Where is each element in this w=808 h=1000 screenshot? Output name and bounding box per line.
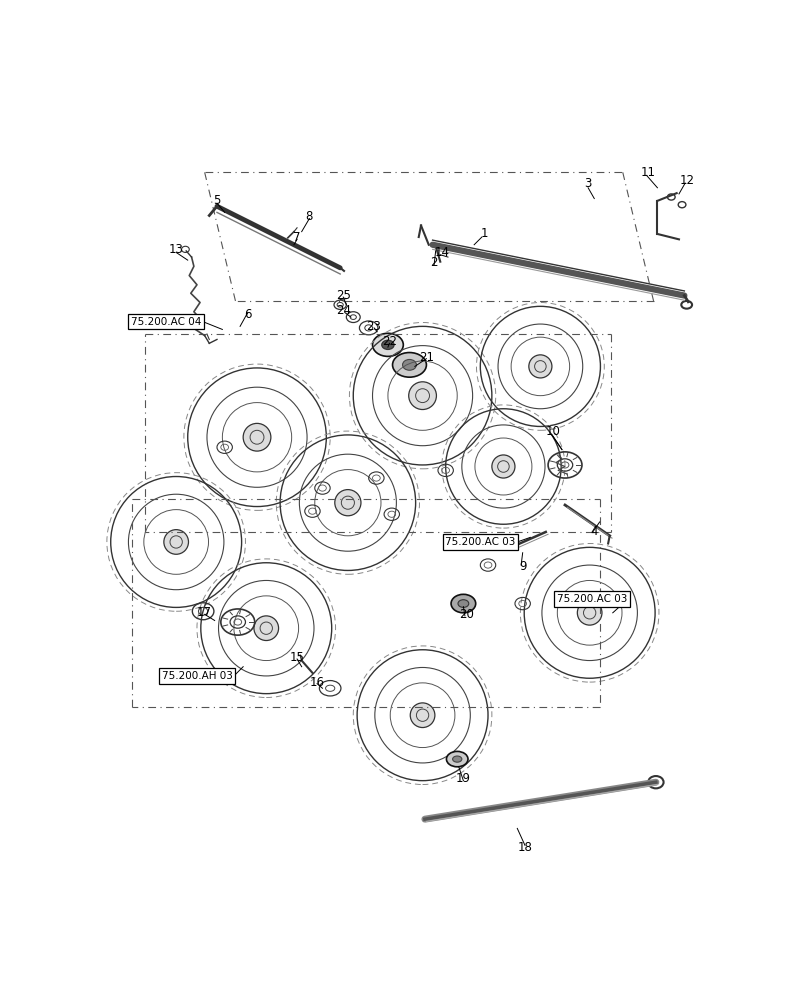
Text: 23: 23 [367, 320, 381, 333]
Text: 12: 12 [680, 174, 694, 187]
Text: 9: 9 [519, 560, 527, 573]
Ellipse shape [452, 756, 462, 762]
Ellipse shape [528, 355, 552, 378]
Text: 15: 15 [289, 651, 305, 664]
Ellipse shape [243, 423, 271, 451]
Text: 1: 1 [481, 227, 488, 240]
Text: 5: 5 [213, 194, 221, 207]
Ellipse shape [410, 703, 435, 728]
Ellipse shape [447, 751, 468, 767]
Text: 75.200.AC 03: 75.200.AC 03 [445, 537, 516, 547]
Text: 25: 25 [336, 289, 351, 302]
Text: 4: 4 [591, 525, 598, 538]
Text: 6: 6 [244, 308, 251, 321]
Text: 17: 17 [197, 606, 213, 619]
Text: 24: 24 [336, 304, 351, 317]
Ellipse shape [335, 490, 361, 516]
Ellipse shape [578, 600, 602, 625]
Ellipse shape [492, 455, 515, 478]
Text: 75.200.AH 03: 75.200.AH 03 [162, 671, 233, 681]
Ellipse shape [164, 530, 188, 554]
Text: 3: 3 [584, 177, 591, 190]
Text: 22: 22 [382, 335, 397, 348]
Ellipse shape [254, 616, 279, 641]
Text: 19: 19 [456, 772, 471, 785]
Text: 10: 10 [545, 425, 560, 438]
Ellipse shape [451, 594, 476, 613]
Text: 13: 13 [169, 243, 183, 256]
Text: 75.200.AC 03: 75.200.AC 03 [557, 594, 627, 604]
Ellipse shape [402, 359, 416, 370]
Text: 8: 8 [305, 210, 313, 223]
Text: 16: 16 [309, 676, 325, 689]
Text: 21: 21 [419, 351, 434, 364]
Text: 14: 14 [435, 246, 449, 259]
Ellipse shape [393, 353, 427, 377]
Text: 7: 7 [293, 231, 301, 244]
Ellipse shape [381, 340, 394, 349]
Text: 18: 18 [518, 841, 532, 854]
Text: 75.200.AC 04: 75.200.AC 04 [131, 317, 201, 327]
Ellipse shape [372, 333, 403, 356]
Text: 2: 2 [431, 256, 438, 269]
Text: 11: 11 [641, 166, 655, 179]
Ellipse shape [458, 600, 469, 607]
Ellipse shape [409, 382, 436, 410]
Text: 20: 20 [459, 608, 474, 621]
